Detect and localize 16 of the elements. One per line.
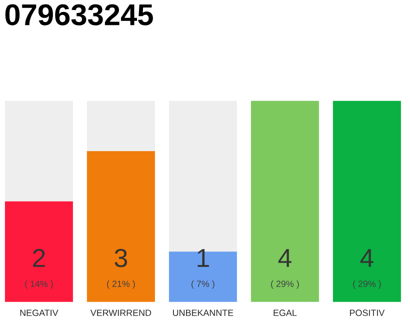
- annotation: ( 21% ): [107, 280, 135, 289]
- data-label: 1: [198, 249, 209, 267]
- data-label: 4: [360, 249, 374, 267]
- data-label: 2: [33, 248, 45, 267]
- annotation: ( 14% ): [25, 280, 53, 289]
- x-tick-label: UNBEKANNTE: [173, 310, 234, 316]
- x-tick-label: VERWIRREND: [90, 310, 152, 316]
- data-label: 4: [278, 249, 292, 267]
- annotation: ( 29% ): [271, 280, 299, 289]
- x-tick-label: EGAL: [274, 310, 297, 316]
- chart-title: 079633245: [5, 4, 153, 26]
- annotation: ( 29% ): [353, 280, 381, 289]
- x-tick-label: NEGATIV: [20, 310, 58, 316]
- annotation: ( 7% ): [192, 280, 214, 289]
- x-tick-label: POSITIV: [350, 310, 385, 316]
- data-label: 3: [114, 248, 128, 268]
